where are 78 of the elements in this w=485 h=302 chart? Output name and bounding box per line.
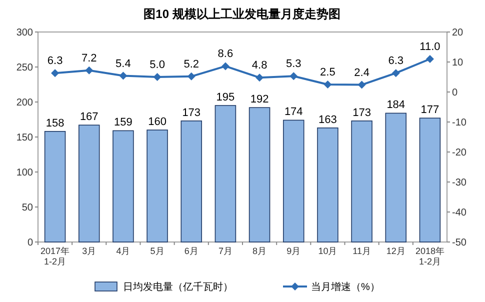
data-label: 11.0 [420,41,440,53]
bar [283,120,304,242]
point [392,69,400,78]
bar [44,131,66,242]
data-label: 159 [114,116,132,129]
data-label: 167 [80,111,98,124]
y-tick-label: 200 [16,98,34,108]
legend-label: 当月增速（%） [311,281,380,293]
point [85,66,94,74]
x-tick-label: 7月 [218,246,232,256]
data-label: 184 [386,99,406,112]
data-label: 4.8 [252,60,268,72]
bar [419,118,441,242]
point [153,73,162,81]
y2-tick-label: -50 [452,238,467,248]
data-label: 173 [352,106,371,119]
bar [214,105,236,242]
y-tick-label: 50 [22,202,34,214]
y2-tick-label: -40 [452,208,467,218]
point [324,80,332,88]
data-label: 163 [318,114,337,126]
point [187,72,196,80]
y2-tick-label: -10 [452,118,467,128]
data-label: 158 [46,117,64,130]
y2-tick-label: -30 [452,178,467,188]
bar [146,130,168,242]
data-label: 8.6 [218,48,234,60]
x-tick-label: 10月 [318,246,338,256]
bar [180,120,202,242]
x-tick-label: 12月 [386,246,406,256]
point [119,72,128,80]
data-label: 7.2 [81,52,97,64]
data-label: 2.5 [320,66,336,78]
data-label: 177 [420,104,440,116]
data-label: 173 [182,106,201,119]
y2-tick-label: 20 [452,28,464,38]
x-tick-label: 3月 [82,246,96,256]
point [290,72,298,80]
data-label: 2.4 [354,66,370,79]
y2-tick-label: 10 [452,58,464,68]
point [256,74,264,82]
x-tick-label: 5月 [150,246,164,256]
bar [112,130,134,242]
x-tick-label: 2017年 1-2月 [40,246,70,266]
x-tick-label: 11月 [352,246,371,256]
data-label: 5.0 [150,59,165,71]
data-label: 6.3 [388,55,404,68]
data-label: 192 [250,94,269,106]
y2-tick-label: -20 [452,148,467,158]
point [358,80,366,89]
point [221,62,230,70]
bar [317,128,338,242]
data-label: 5.3 [286,58,302,70]
point [51,69,60,78]
x-tick-label: 9月 [286,246,301,256]
data-label: 160 [148,116,166,128]
y2-tick-label: 0 [452,88,458,98]
bar [78,124,100,242]
x-tick-label: 2018年 1-2月 [415,246,444,266]
data-label: 5.2 [184,58,200,70]
x-tick-label: 6月 [184,246,198,256]
chart-title: 图10 规模以上工业发电量月度走势图 [144,7,340,21]
data-label: 5.4 [116,58,131,70]
y-tick-label: 300 [16,28,34,38]
y-tick-label: 250 [16,62,34,74]
y-tick-label: 100 [16,168,34,178]
y-tick-label: 150 [16,132,34,144]
data-label: 6.3 [47,55,63,68]
y-tick-label: 0 [27,238,34,248]
data-label: 174 [284,106,303,118]
x-tick-label: 4月 [116,246,130,256]
bar [248,107,270,242]
bar [385,112,406,242]
x-tick-label: 8月 [252,246,267,256]
data-label: 195 [216,92,235,104]
legend-label: 日均发电量（亿千瓦时） [123,281,233,293]
point [426,55,434,63]
bar [351,120,372,242]
